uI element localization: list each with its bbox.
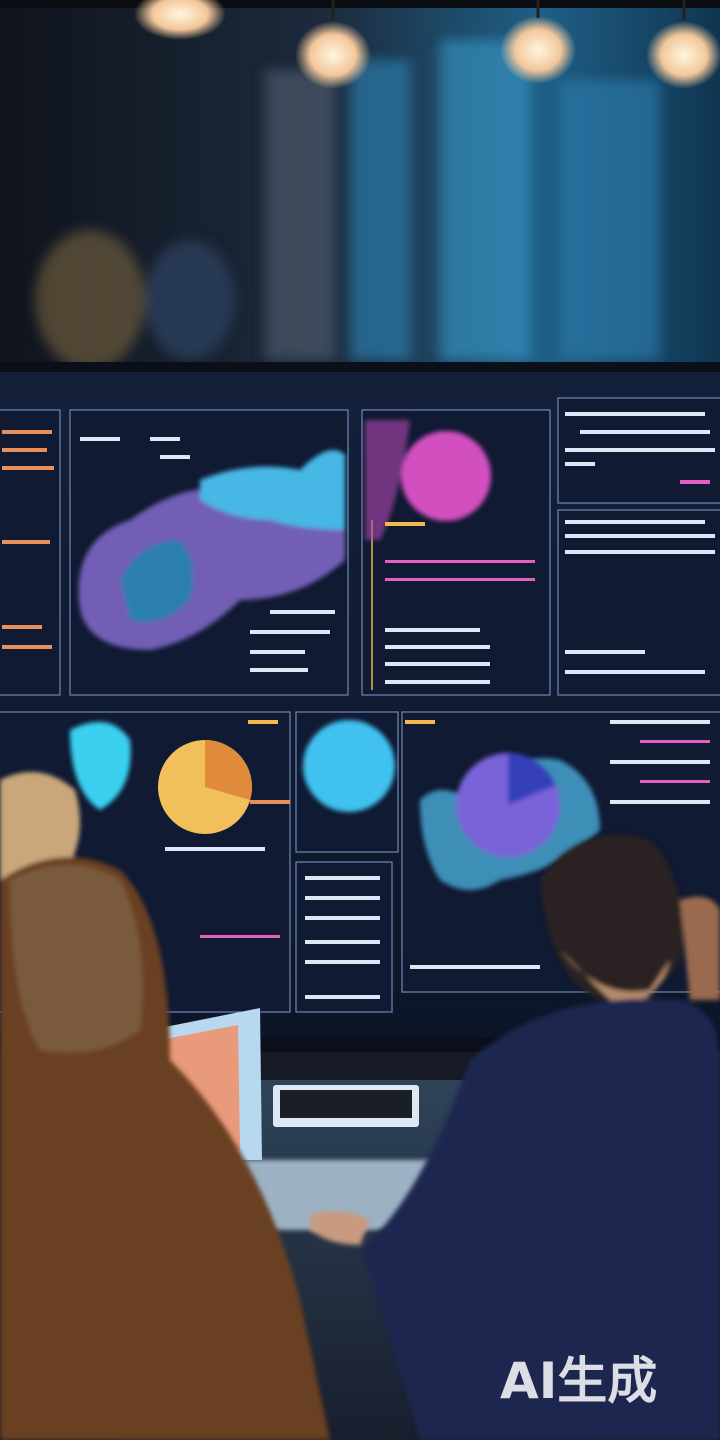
pie-chart bbox=[158, 740, 252, 834]
monitor-part-part bbox=[295, 861, 393, 1013]
people-part bbox=[360, 998, 720, 1440]
screen-text-lines-part-part bbox=[305, 916, 380, 920]
monitor-part-part bbox=[200, 450, 345, 530]
people-part bbox=[540, 835, 682, 1000]
screen-text-lines-part-part bbox=[2, 540, 50, 544]
background-room-part-part bbox=[440, 40, 530, 360]
monitor-part-part bbox=[401, 431, 491, 521]
background-room-part-part bbox=[145, 240, 235, 360]
monitor-part-part bbox=[365, 420, 410, 540]
screen-text-lines-part-part bbox=[250, 630, 330, 634]
screen-text-lines-part-part bbox=[200, 935, 280, 938]
monitor-part-part bbox=[120, 540, 194, 623]
screen-text-lines-part-part bbox=[305, 940, 380, 944]
monitor-part bbox=[70, 420, 600, 890]
screen-text-lines-part-part bbox=[305, 995, 380, 999]
ceiling-lamps-part bbox=[646, 21, 720, 89]
people-part bbox=[0, 772, 80, 880]
background-room-part bbox=[35, 40, 660, 370]
screen-text-lines-part-part bbox=[2, 430, 52, 434]
screen-text-lines-part bbox=[2, 430, 290, 804]
screen-text-lines-part-part bbox=[565, 670, 705, 674]
screen-text-lines-part-part bbox=[385, 560, 535, 563]
people-part bbox=[560, 950, 670, 1010]
monitor bbox=[0, 362, 720, 1052]
screen-text-lines-part-part bbox=[160, 455, 190, 459]
screen-text-lines-part-part bbox=[385, 645, 490, 649]
background-room-part bbox=[0, 0, 720, 8]
screen-text-lines-part-part bbox=[640, 740, 710, 743]
ceiling-lamps-part bbox=[500, 16, 576, 84]
background-room-part-part bbox=[560, 80, 660, 360]
background-room-part-part bbox=[350, 60, 410, 360]
watermark: AI生成 bbox=[500, 1352, 657, 1410]
screen-text-lines-part-part bbox=[610, 800, 710, 804]
screen-text-lines-part bbox=[80, 412, 715, 999]
screen-text-lines-part-part bbox=[80, 437, 120, 441]
screen-text-lines-part-part bbox=[565, 650, 645, 654]
screen-text-lines-part-part bbox=[385, 578, 535, 581]
ceiling-lamps-part bbox=[295, 21, 371, 89]
screen-text-lines-part-part bbox=[405, 720, 435, 724]
people-part bbox=[310, 1211, 370, 1245]
screen-text-lines-part-part bbox=[250, 668, 308, 672]
screen-text-lines-part-part bbox=[2, 466, 54, 470]
screen-text-lines-part-part bbox=[565, 412, 705, 416]
screen-text-lines-part-part bbox=[250, 650, 305, 654]
screen-text-lines-part-part bbox=[410, 965, 540, 969]
screen-text-lines-part-part bbox=[385, 628, 480, 632]
screen-text-lines-part-part bbox=[2, 645, 52, 649]
screen-text-lines-part-part bbox=[305, 896, 380, 900]
screen-text-lines-part-part bbox=[305, 876, 380, 880]
pie-chart-part bbox=[205, 740, 252, 800]
screen-text-lines-part-part bbox=[565, 448, 715, 452]
screen-text-lines-part-part bbox=[580, 430, 710, 434]
monitor-part-part bbox=[508, 753, 556, 805]
screen-text-lines-part-part bbox=[250, 800, 290, 804]
screen-text-lines-part-part bbox=[680, 480, 710, 484]
monitor-part-part bbox=[0, 409, 61, 696]
people-part bbox=[10, 865, 143, 1053]
screen-text-lines-part-part bbox=[165, 847, 265, 851]
screen-text-lines-part-part bbox=[385, 662, 490, 666]
monitor-part-part bbox=[303, 720, 395, 812]
background-room-part-part bbox=[35, 230, 145, 370]
screen-text-lines-part-part bbox=[610, 760, 710, 764]
keyboard bbox=[273, 1085, 419, 1127]
screen-text-lines-part-part bbox=[2, 448, 47, 452]
screen-text-lines-part-part bbox=[565, 520, 705, 524]
screen-text-lines-part-part bbox=[565, 550, 715, 554]
keyboard-part bbox=[280, 1090, 412, 1118]
screen-text-lines-part-part bbox=[248, 720, 278, 724]
screen-text-lines-part-part bbox=[385, 680, 490, 684]
screen-text-lines-part-part bbox=[610, 720, 710, 724]
screen-text-lines-part-part bbox=[565, 462, 595, 466]
people-part bbox=[680, 896, 720, 1000]
screen-text-lines bbox=[2, 412, 715, 999]
screen-text-lines-part-part bbox=[2, 625, 42, 629]
screen-text-lines-part-part bbox=[305, 960, 380, 964]
screen-text-lines-part bbox=[200, 480, 710, 938]
screen-text-lines-part-part bbox=[270, 610, 335, 614]
background-room-part-part bbox=[265, 70, 335, 360]
ceiling-lamps-part bbox=[134, 0, 226, 40]
screen-text-lines-part-part bbox=[150, 437, 180, 441]
screen-text-lines-part-part bbox=[565, 534, 715, 538]
people bbox=[0, 772, 720, 1440]
screen-text-lines-part-part bbox=[385, 522, 425, 526]
monitor-part-part bbox=[557, 509, 720, 696]
ceiling-lamps bbox=[134, 0, 720, 89]
monitor-part-part bbox=[70, 722, 131, 810]
screen-text-lines-part-part bbox=[640, 780, 710, 783]
screen-text-lines-part bbox=[248, 522, 435, 724]
